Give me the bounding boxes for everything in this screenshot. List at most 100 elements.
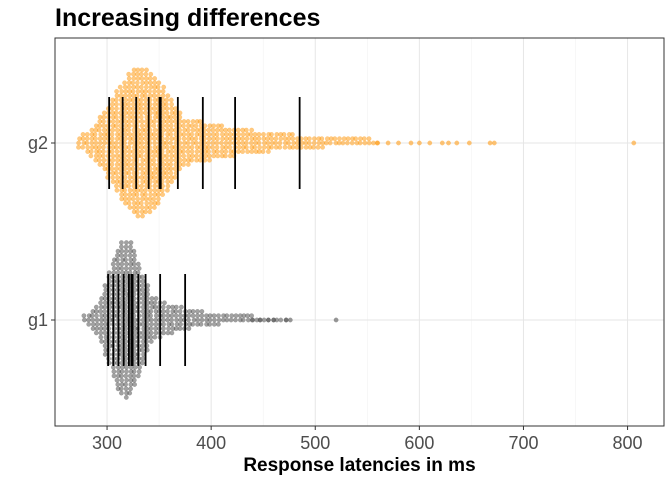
point-g2 — [138, 71, 144, 77]
point-g2 — [127, 123, 132, 129]
point-g1 — [115, 261, 121, 267]
point-g1 — [166, 326, 171, 332]
point-g1 — [152, 304, 158, 310]
point-g2 — [113, 123, 119, 129]
point-g2 — [439, 140, 445, 146]
point-g2 — [211, 153, 217, 159]
point-g2 — [148, 80, 153, 86]
x-tick-label: 300 — [92, 433, 122, 453]
point-g2 — [126, 162, 132, 167]
point-g2 — [138, 110, 144, 116]
point-g1 — [160, 317, 166, 323]
point-g2 — [240, 136, 246, 142]
point-g2 — [164, 174, 170, 180]
point-g1 — [140, 321, 146, 327]
point-g2 — [243, 140, 249, 146]
point-g1 — [102, 326, 108, 332]
point-g1 — [177, 326, 183, 332]
point-g1 — [118, 244, 124, 250]
point-g2 — [147, 88, 153, 94]
point-g2 — [130, 97, 136, 103]
point-g2 — [97, 140, 103, 146]
point-g1 — [169, 330, 175, 336]
point-g2 — [244, 136, 250, 142]
point-g2 — [151, 131, 157, 137]
point-g1 — [224, 313, 230, 319]
point-g2 — [185, 149, 191, 155]
point-g2 — [189, 153, 195, 159]
point-g1 — [132, 253, 137, 258]
point-g2 — [152, 80, 158, 86]
point-g2 — [160, 174, 166, 180]
point-g2 — [130, 162, 136, 167]
point-g2 — [240, 131, 246, 137]
point-g2 — [134, 84, 140, 90]
point-g2 — [76, 140, 82, 146]
point-g2 — [122, 192, 128, 198]
point-g2 — [126, 144, 132, 150]
point-g2 — [143, 106, 149, 112]
point-g1 — [131, 257, 137, 263]
point-g2 — [101, 136, 107, 142]
point-g2 — [126, 101, 132, 107]
point-g1 — [139, 274, 145, 280]
point-g1 — [216, 313, 221, 319]
point-g2 — [161, 84, 167, 90]
point-g2 — [189, 123, 195, 129]
point-g2 — [92, 131, 98, 137]
point-g2 — [306, 140, 312, 146]
point-g2 — [101, 110, 107, 116]
point-g2 — [143, 192, 148, 198]
point-g1 — [111, 369, 117, 375]
point-g2 — [214, 144, 220, 150]
point-g1 — [148, 313, 154, 319]
point-g2 — [138, 187, 144, 193]
point-g2 — [135, 196, 141, 202]
point-g2 — [138, 153, 144, 159]
point-g2 — [109, 101, 115, 107]
point-g2 — [151, 196, 157, 202]
point-g2 — [353, 136, 359, 142]
point-g2 — [294, 144, 300, 150]
point-g2 — [114, 88, 120, 94]
point-g2 — [222, 153, 228, 159]
point-g2 — [80, 136, 86, 142]
point-g2 — [185, 127, 191, 133]
point-g2 — [144, 67, 149, 73]
point-g2 — [131, 153, 137, 159]
point-g1 — [190, 313, 196, 319]
point-g2 — [215, 153, 221, 159]
point-g2 — [164, 153, 170, 159]
point-g2 — [117, 84, 123, 90]
point-g2 — [214, 127, 220, 133]
point-g2 — [127, 93, 133, 99]
point-g2 — [206, 131, 212, 137]
point-g2 — [143, 76, 149, 81]
point-g2 — [96, 157, 102, 163]
point-g2 — [93, 140, 99, 146]
point-g1 — [186, 317, 191, 323]
point-g1 — [148, 317, 154, 323]
point-g2 — [181, 153, 187, 159]
point-g2 — [144, 80, 149, 86]
point-g2 — [252, 144, 258, 150]
point-g2 — [97, 136, 103, 142]
point-g2 — [252, 131, 258, 137]
point-g2 — [168, 170, 174, 176]
point-g1 — [119, 261, 125, 267]
point-g2 — [181, 144, 187, 150]
point-g2 — [148, 192, 154, 198]
point-g1 — [90, 321, 96, 327]
point-g2 — [185, 140, 191, 146]
point-g2 — [261, 144, 267, 150]
point-g1 — [123, 382, 129, 387]
point-g2 — [273, 136, 279, 142]
point-g2 — [109, 136, 115, 142]
point-g1 — [102, 296, 108, 301]
point-g1 — [140, 356, 146, 362]
point-g1 — [128, 240, 134, 246]
point-g1 — [127, 253, 133, 258]
point-g2 — [130, 80, 136, 86]
point-g1 — [173, 304, 179, 310]
point-g1 — [207, 313, 213, 319]
